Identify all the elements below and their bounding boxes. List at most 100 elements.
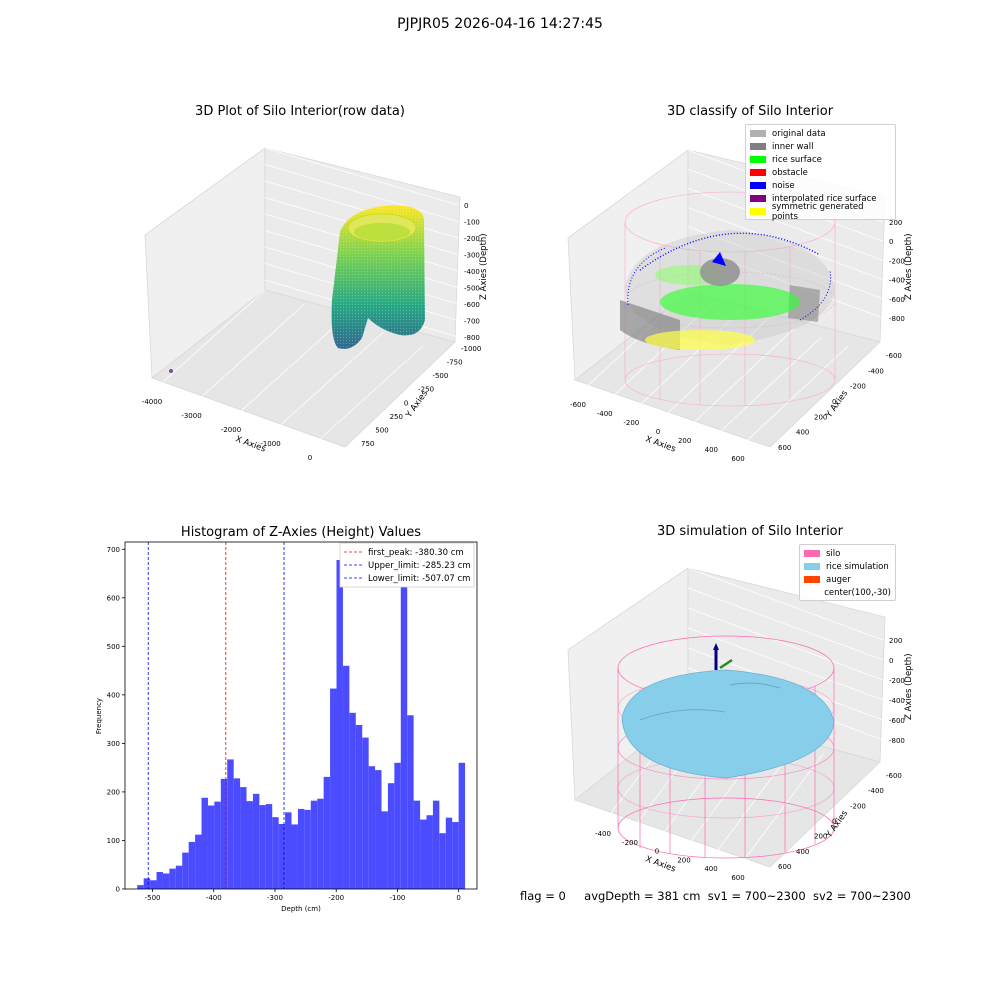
legend-swatch: [750, 156, 766, 163]
y-tick-label: 0: [832, 398, 836, 406]
histogram-legend-label: Lower_limit: -507.07 cm: [368, 574, 470, 584]
histogram-bar: [240, 787, 247, 889]
x-tick-label: -200: [623, 419, 639, 427]
histogram-bar: [400, 578, 408, 889]
y-tick-label: -1000: [461, 345, 481, 353]
histogram-bar: [156, 872, 163, 889]
histogram-title: Histogram of Z-Axies (Height) Values: [181, 525, 421, 540]
histogram-bar: [252, 793, 260, 889]
histogram-legend: [339, 542, 475, 588]
y-tick-label: 600: [778, 863, 791, 871]
z-tick-label: 0: [889, 657, 893, 665]
z-tick-label: 200: [889, 637, 902, 645]
z-tick-label: -400: [889, 697, 905, 705]
raw-3d-panel: 3D Plot of Silo Interior(row data) -4000…: [0, 0, 500, 500]
legend-label: rice surface: [772, 154, 822, 165]
center-marker: [719, 658, 733, 670]
z-tick-label: -600: [889, 717, 905, 725]
y-tick-label: 200: [814, 833, 827, 841]
histogram-x-tick: -500: [145, 894, 161, 902]
z-tick-label: -400: [889, 277, 905, 285]
histogram-bar: [297, 808, 305, 889]
histogram-bar: [220, 778, 228, 889]
z-tick-label: -800: [464, 334, 480, 342]
histogram-x-tick: 0: [456, 894, 460, 902]
legend-label: inner wall: [772, 141, 814, 152]
legend-swatch: [804, 576, 820, 583]
classify-z-label: Z Axies (Depth): [904, 233, 914, 300]
z-tick-label: -200: [889, 257, 905, 265]
histogram-bar: [304, 809, 311, 889]
classify-point-cloud: [620, 230, 835, 350]
histogram-x-label: Depth (cm): [281, 905, 321, 913]
y-tick-label: -400: [868, 367, 884, 375]
z-tick-label: -500: [464, 285, 480, 293]
x-tick-label: 600: [731, 455, 744, 463]
status-footer: flag = 0 avgDepth = 381 cm sv1 = 700~230…: [520, 889, 911, 903]
x-tick-label: 0: [655, 848, 659, 856]
y-tick-label: -250: [418, 386, 434, 394]
histogram-bar: [188, 841, 196, 889]
histogram-bar: [162, 873, 170, 889]
x-tick-label: 400: [705, 446, 718, 454]
histogram-panel: Histogram of Z-Axies (Height) Values -50…: [0, 500, 500, 1000]
z-tick-label: -700: [464, 318, 480, 326]
histogram-frame: [124, 541, 478, 890]
histogram-bar: [259, 805, 266, 889]
histogram-bar: [381, 811, 388, 889]
y-tick-label: -750: [447, 359, 463, 367]
histogram-bar: [452, 822, 459, 889]
histogram-x-tick: -300: [267, 894, 283, 902]
legend-label: interpolated rice surface: [772, 193, 877, 204]
legend-label: center(100,-30): [824, 587, 891, 598]
legend-entry: auger: [804, 573, 891, 586]
histogram-bar: [342, 665, 350, 889]
z-tick-label: -400: [464, 268, 480, 276]
histogram-bar: [195, 834, 202, 889]
legend-swatch: [804, 563, 820, 570]
histogram-y-tick: 600: [107, 594, 120, 602]
histogram-bar: [323, 776, 331, 889]
histogram-bar: [233, 778, 241, 889]
legend-entry: original data: [750, 127, 891, 140]
histogram-y-tick: 200: [107, 788, 120, 796]
x-tick-label: -1000: [260, 440, 280, 448]
histogram-bar: [175, 865, 183, 889]
histogram-bar: [375, 770, 382, 889]
histogram-bar: [432, 800, 440, 889]
histogram-x-tick: -100: [389, 894, 405, 902]
y-tick-label: 500: [375, 426, 388, 434]
x-tick-label: 200: [677, 856, 690, 864]
y-tick-label: -200: [850, 383, 866, 391]
histogram-bar: [169, 868, 176, 889]
histogram-bar: [150, 880, 157, 889]
sv1-text: sv1 = 700~2300: [707, 889, 806, 903]
z-tick-label: -200: [464, 235, 480, 243]
legend-entry: symmetric generated points: [750, 202, 891, 222]
z-tick-label: -300: [464, 252, 480, 260]
histogram-bar: [413, 800, 421, 889]
legend-label: rice simulation: [826, 561, 889, 572]
x-tick-label: -600: [570, 401, 586, 409]
simulation-legend: silo rice simulation auger center(100,-30): [799, 544, 896, 601]
legend-entry: rice surface: [750, 153, 891, 166]
histogram-x-tick: -400: [206, 894, 222, 902]
histogram-bar: [246, 801, 253, 889]
histogram-y-tick: 700: [107, 546, 120, 554]
legend-swatch: [750, 169, 766, 176]
y-tick-label: 600: [778, 444, 791, 452]
sv2-text: sv2 = 700~2300: [812, 889, 911, 903]
legend-entry: noise: [750, 179, 891, 192]
x-tick-label: 200: [678, 437, 691, 445]
x-tick-label: 0: [656, 428, 660, 436]
legend-entry: center(100,-30): [804, 586, 891, 599]
simulation-3d-panel: 3D simulation of Silo Interior -: [500, 500, 1000, 1000]
histogram-bar: [227, 759, 234, 889]
legend-swatch: [750, 143, 766, 150]
histogram-bar: [272, 817, 279, 889]
histogram-bar: [394, 762, 401, 889]
x-tick-label: 400: [704, 865, 717, 873]
histogram-bar: [330, 688, 337, 889]
z-tick-label: -200: [889, 677, 905, 685]
histogram-y-tick: 100: [107, 837, 120, 845]
